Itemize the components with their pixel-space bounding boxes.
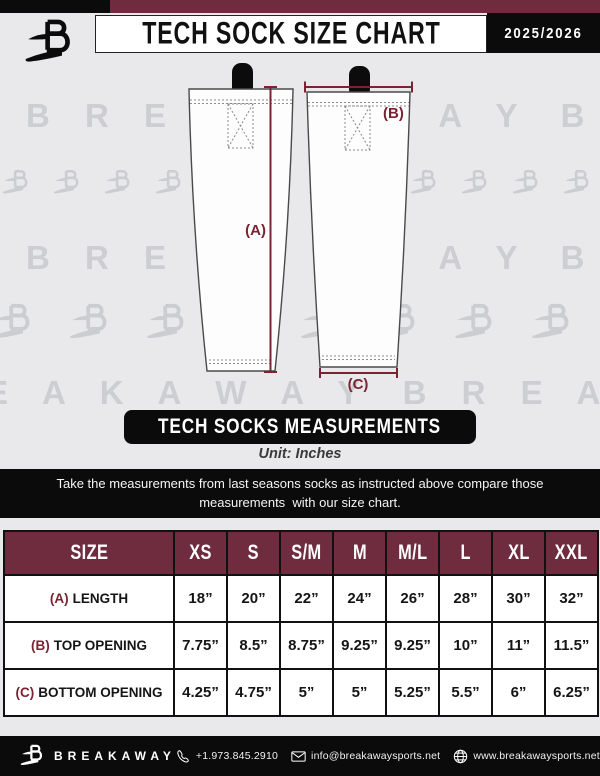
header-maroon-strip [0, 0, 600, 13]
cell-length-xs: 18” [173, 574, 228, 623]
cell-top-s: 8.5” [226, 621, 281, 670]
table-row-bottom-opening: (C) BOTTOM OPENING 4.25” 4.75” 5” 5” 5.25… [3, 668, 599, 717]
sock-front-outline [188, 88, 294, 372]
cell-top-m: 9.25” [332, 621, 387, 670]
cell-bottom-ml: 5.25” [385, 668, 440, 717]
cell-length-s: 20” [226, 574, 281, 623]
measurements-banner-title: TECH SOCKS MEASUREMENTS [158, 415, 442, 438]
cell-top-xxl: 11.5” [544, 621, 599, 670]
cell-length-m: 24” [332, 574, 387, 623]
row-prefix-a: (A) [49, 591, 69, 606]
row-prefix-c: (C) [15, 685, 35, 700]
header-black-strip [0, 0, 110, 13]
sock-back-outline [306, 91, 411, 368]
table-row-top-opening: (B) TOP OPENING 7.75” 8.5” 8.75” 9.25” 9.… [3, 621, 599, 670]
footer-phone-number: +1.973.845.2910 [195, 750, 279, 762]
unit-note: Unit: Inches [258, 446, 342, 462]
cell-bottom-sm: 5” [279, 668, 334, 717]
table-row-length: (A) LENGTH 18” 20” 22” 24” 26” 28” 30” 32… [3, 574, 599, 623]
page-title-box: TECH SOCK SIZE CHART [95, 15, 487, 53]
watermark-text-row: B R E A K A W A YB R E A K A W A Y [0, 374, 600, 410]
col-header-s: S [226, 530, 281, 576]
size-chart-table: SIZE XS S S/M M M/L L XL XXL (A) LENGTH 1… [3, 530, 599, 717]
col-header-sm: S/M [279, 530, 334, 576]
col-header-xxl: XXL [544, 530, 599, 576]
col-header-xl: XL [491, 530, 546, 576]
footer-phone: +1.973.845.2910 [176, 749, 278, 764]
footer-brand: BREAKAWAY [20, 743, 176, 769]
measure-line-a [264, 86, 277, 373]
row-prefix-b: (B) [30, 638, 50, 653]
size-chart-table-wrap: SIZE XS S S/M M M/L L XL XXL (A) LENGTH 1… [3, 530, 599, 717]
sock-tab [349, 66, 370, 98]
page-title: TECH SOCK SIZE CHART [141, 16, 441, 51]
instruction-bar: Take the measurements from last seasons … [0, 469, 600, 518]
instruction-line-2: measurements with our size chart. [199, 494, 401, 510]
measurements-banner: TECH SOCKS MEASUREMENTS [124, 410, 476, 444]
table-header-row: SIZE XS S S/M M M/L L XL XXL [3, 530, 599, 576]
footer-bar: BREAKAWAY +1.973.845.2910 info@breakaway… [0, 736, 600, 776]
footer-email-address: info@breakawaysports.net [311, 750, 441, 762]
col-header-ml: M/L [385, 530, 440, 576]
cell-top-xl: 11” [491, 621, 546, 670]
cell-length-sm: 22” [279, 574, 334, 623]
envelope-icon [291, 750, 306, 762]
col-header-l: L [438, 530, 493, 576]
phone-icon [177, 749, 189, 762]
footer-website: www.breakawaysports.net [453, 749, 600, 764]
cell-length-ml: 26” [385, 574, 440, 623]
sock-back-stitching [308, 102, 409, 360]
season-badge: 2025/2026 [487, 13, 600, 53]
cell-top-xs: 7.75” [173, 621, 228, 670]
row-label-bottom-opening: (C) BOTTOM OPENING [3, 668, 175, 717]
measure-line-c [319, 368, 398, 378]
col-header-xs: XS [173, 530, 228, 576]
breakaway-logo-icon [20, 743, 46, 769]
measure-label-a: (A) [245, 222, 266, 239]
measure-line-b [304, 81, 413, 93]
globe-icon [454, 749, 468, 763]
cell-bottom-xs: 4.25” [173, 668, 228, 717]
cell-bottom-xxl: 6.25” [544, 668, 599, 717]
cell-length-xxl: 32” [544, 574, 599, 623]
footer-email: info@breakawaysports.net [291, 749, 440, 764]
cell-top-sm: 8.75” [279, 621, 334, 670]
cell-top-ml: 9.25” [385, 621, 440, 670]
footer-brand-name: BREAKAWAY [54, 749, 176, 763]
cell-length-l: 28” [438, 574, 493, 623]
instruction-line-1: Take the measurements from last seasons … [56, 475, 544, 491]
row-label-length: (A) LENGTH [3, 574, 175, 623]
sock-front-stitching [190, 99, 292, 364]
cell-length-xl: 30” [491, 574, 546, 623]
footer-contacts: +1.973.845.2910 info@breakawaysports.net… [176, 749, 600, 764]
season-label: 2025/2026 [504, 24, 583, 42]
cell-bottom-l: 5.5” [438, 668, 493, 717]
footer-website-url: www.breakawaysports.net [473, 750, 600, 762]
cell-bottom-m: 5” [332, 668, 387, 717]
row-label-top-opening: (B) TOP OPENING [3, 621, 175, 670]
sock-measurement-diagram: (A) (B) (C) [188, 63, 413, 393]
measure-label-c: (C) [348, 376, 369, 393]
cell-bottom-s: 4.75” [226, 668, 281, 717]
col-header-size: SIZE [3, 530, 175, 576]
measure-label-b: (B) [383, 105, 404, 122]
cell-bottom-xl: 6” [491, 668, 546, 717]
sock-diagram-area: B R E A K A W A YB R E A K A W A Y B R E… [0, 58, 600, 410]
cell-top-l: 10” [438, 621, 493, 670]
col-header-m: M [332, 530, 387, 576]
